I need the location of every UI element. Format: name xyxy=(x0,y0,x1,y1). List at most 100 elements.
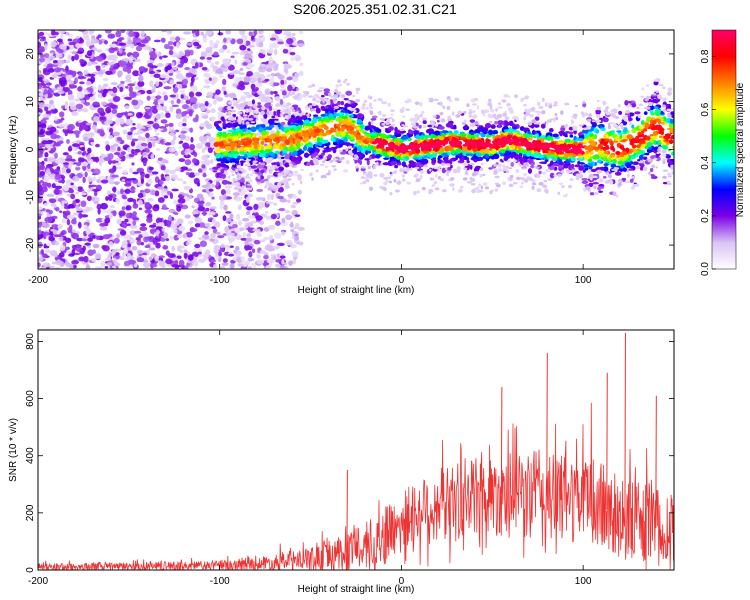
spectrogram-dot xyxy=(141,231,149,238)
spectrogram-dot xyxy=(172,211,178,215)
spectrogram-dot xyxy=(689,119,695,125)
spectrogram-dot xyxy=(87,176,93,183)
spectrogram-dot xyxy=(210,232,216,239)
spectrogram-dot xyxy=(124,79,133,83)
spectrogram-dot xyxy=(85,80,92,86)
spectrogram-dot xyxy=(340,100,345,106)
spectrogram-dot xyxy=(291,32,296,37)
spectrogram-dot xyxy=(109,123,114,127)
spectrogram-dot xyxy=(689,151,692,155)
spectrogram-dot xyxy=(685,127,690,130)
spectrogram-dot xyxy=(694,141,698,146)
spectrogram-dot xyxy=(675,149,681,154)
spectrogram-dot xyxy=(312,114,319,117)
spectrogram-dot xyxy=(168,49,174,56)
spectrogram-dot xyxy=(442,157,447,161)
spectrogram-dot xyxy=(618,110,623,115)
spectrogram-dot xyxy=(147,141,153,149)
spectrogram-dot xyxy=(191,205,195,209)
spectrogram-dot xyxy=(193,247,200,252)
spectrogram-dot xyxy=(46,243,52,247)
spectrogram-dot xyxy=(206,91,214,98)
spectrogram-dot xyxy=(112,95,121,103)
spectrogram-dot xyxy=(98,39,103,45)
spectrogram-dot xyxy=(348,114,354,118)
spectrogram-dot xyxy=(77,221,82,229)
spectrogram-dot xyxy=(124,257,131,261)
spectrogram-dot xyxy=(116,218,122,225)
spectrogram-dot xyxy=(58,252,65,258)
spectrogram-dot xyxy=(686,155,693,160)
spectrogram-dot xyxy=(53,168,60,173)
spectrogram-dot xyxy=(281,90,287,96)
spectrogram-dot xyxy=(65,69,74,75)
spectrogram-dot xyxy=(150,153,155,160)
spectrogram-dot xyxy=(698,139,703,144)
spectrogram-dot xyxy=(685,138,691,142)
spectrogram-dot xyxy=(676,141,681,145)
spectrogram-dot xyxy=(197,251,202,255)
spectrogram-dot xyxy=(328,147,335,151)
spectrogram-dot xyxy=(223,204,228,211)
spectrogram-dot xyxy=(106,261,113,266)
spectrogram-dot xyxy=(153,73,161,78)
spectrogram-dot xyxy=(210,159,214,164)
spectrogram-dot xyxy=(239,227,245,231)
spectrogram-dot xyxy=(510,162,515,167)
spectrogram-dot xyxy=(223,37,227,43)
spectrogram-dot xyxy=(296,198,302,203)
spectrogram-dot xyxy=(708,127,712,131)
spectrogram-dot xyxy=(66,214,75,220)
spectrogram-dot xyxy=(38,76,43,83)
spectrogram-dot xyxy=(103,40,108,45)
spectrogram-dot xyxy=(77,119,82,123)
spectrogram-dot xyxy=(239,67,244,72)
spectrogram-dot xyxy=(686,150,692,155)
spectrogram-dot xyxy=(484,122,492,129)
spectrogram-dot xyxy=(254,231,260,234)
spectrogram-dot xyxy=(132,122,136,126)
spectrogram-dot xyxy=(205,79,211,85)
spectrogram-dot xyxy=(92,71,100,75)
spectrogram-dot xyxy=(165,258,173,265)
spectrogram-dot xyxy=(222,258,228,263)
spectrogram-dot xyxy=(246,70,253,77)
spectrogram-dot xyxy=(57,30,66,34)
spectrogram-dot xyxy=(267,245,275,252)
spectrogram-dot xyxy=(245,196,250,203)
spectrogram-dot xyxy=(697,122,702,125)
spectrogram-dot xyxy=(186,262,190,267)
spectrogram-dot xyxy=(594,133,598,140)
spectrogram-dot xyxy=(190,85,198,92)
spectrogram-dot xyxy=(695,146,700,150)
spectrogram-dot xyxy=(237,204,242,211)
spectrogram-dot xyxy=(182,180,187,185)
spectrogram-dot xyxy=(172,86,179,94)
spectrogram-dot xyxy=(504,121,510,127)
spectrogram-dot xyxy=(155,217,163,224)
spectrogram-dot xyxy=(111,265,116,268)
spectrogram-dot xyxy=(121,206,126,211)
spectrogram-dot xyxy=(253,203,259,211)
spectrogram-dot xyxy=(648,149,655,153)
spectrogram-dot xyxy=(134,58,142,62)
spectrogram-dot xyxy=(299,62,304,67)
spectrogram-dot xyxy=(706,123,710,126)
spectrogram-dot xyxy=(115,30,122,38)
spectrogram-dot xyxy=(700,138,706,142)
spectrogram-dot xyxy=(273,202,278,206)
spectrogram-dot xyxy=(688,130,695,132)
spectrogram-dot xyxy=(242,133,246,136)
spectrogram-dot xyxy=(363,131,368,135)
spectrogram-dot xyxy=(240,256,245,261)
spectrogram-dot xyxy=(682,124,685,129)
spectrogram-dot xyxy=(47,68,55,73)
spectrogram-dot xyxy=(125,43,130,47)
spectrogram-dot xyxy=(281,231,286,236)
spectrogram-dot xyxy=(247,257,255,262)
spectrogram-dot xyxy=(686,144,690,148)
spectrogram-dot xyxy=(582,153,589,158)
spectrogram-dot xyxy=(105,144,111,152)
spectrogram-dot xyxy=(47,147,51,152)
